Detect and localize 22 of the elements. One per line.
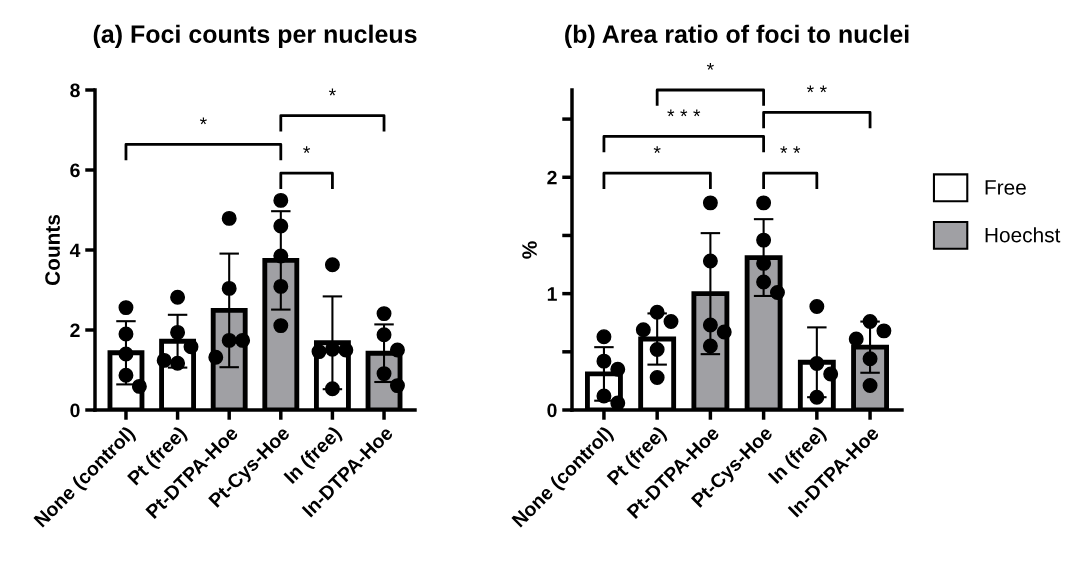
legend-label: Free: [985, 180, 1026, 195]
annotation: * * *: [667, 109, 701, 117]
annotation: *: [303, 146, 311, 154]
chart-title: (a) Foci counts per nucleus: [93, 24, 417, 48]
y-tick-label: 6: [70, 163, 80, 178]
annotation: * *: [780, 146, 801, 154]
y-tick-label: 1: [547, 287, 557, 301]
y-tick-label: 2: [70, 323, 80, 338]
y-axis-title: Counts: [45, 214, 60, 286]
annotation: * *: [806, 85, 827, 93]
y-tick-label: 0: [70, 403, 80, 418]
text: *: [706, 62, 714, 70]
annotation: *: [328, 88, 336, 96]
legend-label: Hoechst: [985, 227, 1061, 243]
y-tick-label: 8: [70, 83, 80, 98]
annotation: *: [653, 146, 661, 154]
y-tick-label: 4: [69, 243, 81, 258]
annotation: *: [199, 117, 207, 125]
y-axis-title: %: [522, 241, 537, 259]
y-tick-label: 2: [547, 170, 557, 185]
y-tick-label: 0: [547, 403, 557, 418]
chart-title: (b) Area ratio of foci to nuclei: [565, 24, 909, 48]
